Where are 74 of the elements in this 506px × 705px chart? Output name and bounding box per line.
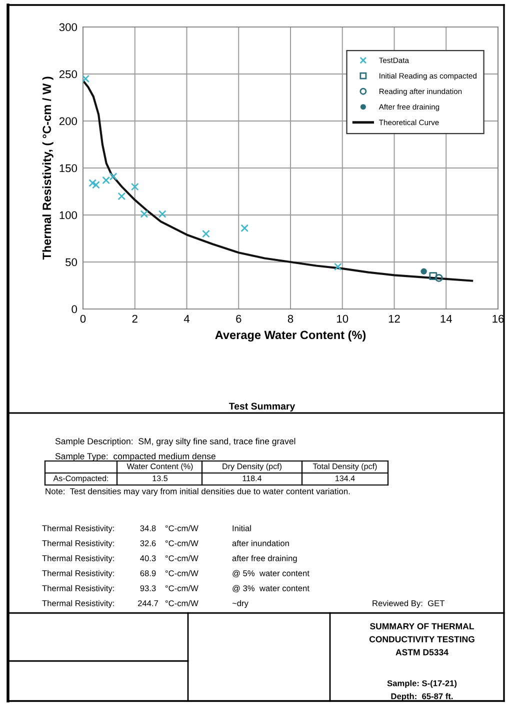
text: Thermal Resistivity: xyxy=(42,540,114,548)
x-tick-label: 10 xyxy=(337,314,348,323)
text: Thermal Resistivity: xyxy=(42,585,114,593)
text: 244.7 xyxy=(138,600,158,606)
text: 68.9 xyxy=(140,570,156,576)
text: 34.8 xyxy=(140,525,156,532)
text: Thermal Resistivity: xyxy=(42,555,114,563)
text: Sample Type: compacted medium dense xyxy=(55,452,216,462)
line-series xyxy=(83,80,474,282)
x-tick-label: 6 xyxy=(236,314,242,323)
text: °C-cm/W xyxy=(165,570,198,576)
text: Initial xyxy=(232,525,251,532)
y-tick-label: 50 xyxy=(66,258,78,266)
point xyxy=(102,176,110,184)
point xyxy=(158,210,166,218)
x-tick-label: 8 xyxy=(288,314,294,323)
y-axis-title: Thermal Resistivity, ( °C-cm / W ) xyxy=(42,76,54,260)
text: ASTM D5334 xyxy=(396,649,448,656)
text: Dry Density (pcf) xyxy=(222,463,282,471)
text: ~dry xyxy=(232,600,248,608)
y-tick-label: 200 xyxy=(59,117,78,126)
text: 40.3 xyxy=(140,555,156,562)
text: Test Summary xyxy=(228,402,296,412)
text: SUMMARY OF THERMAL xyxy=(370,623,474,630)
text: CONDUCTIVITY TESTING xyxy=(369,636,474,642)
point xyxy=(140,210,148,218)
point xyxy=(334,262,342,271)
x-tick-label: 12 xyxy=(388,314,400,323)
text: Reviewed By: GET xyxy=(372,600,445,608)
point xyxy=(118,192,126,200)
x-tick-label: 4 xyxy=(184,314,190,323)
text: Total Density (pcf) xyxy=(312,463,377,471)
text: °C-cm/W xyxy=(165,525,198,532)
text: °C-cm/W xyxy=(165,540,198,546)
text: °C-cm/W xyxy=(165,600,198,606)
text: Sample Description: SM, gray silty fine sand, trace fine gravel xyxy=(55,438,296,446)
point xyxy=(109,172,118,180)
text: As-Compacted: xyxy=(53,475,108,483)
text: 93.3 xyxy=(140,585,156,592)
text: @ 5% water content xyxy=(232,570,310,578)
text: °C-cm/W xyxy=(165,555,198,562)
y-tick-label: 250 xyxy=(59,70,78,78)
point xyxy=(240,224,249,232)
text: 134.4 xyxy=(336,475,355,482)
text: Sample: S-(17-21) xyxy=(387,680,457,688)
point xyxy=(429,272,438,280)
y-tick-label: 0 xyxy=(72,305,78,314)
x-tick-label: 0 xyxy=(80,314,86,323)
text: Thermal Resistivity: xyxy=(42,570,114,578)
text: after inundation xyxy=(232,540,289,546)
x-axis-title: Average Water Content (%) xyxy=(215,330,366,342)
x-tick-label: 14 xyxy=(440,314,452,323)
text: @ 3% water content xyxy=(232,585,310,592)
point xyxy=(420,268,427,274)
point xyxy=(130,182,139,191)
text: Water Content (%) xyxy=(126,463,193,471)
text: Thermal Resistivity: xyxy=(42,600,114,608)
text: Thermal Resistivity: xyxy=(42,525,114,533)
point xyxy=(434,274,443,282)
y-tick-label: 300 xyxy=(59,23,78,32)
text: Depth: 65-87 ft. xyxy=(391,693,453,701)
point xyxy=(88,179,97,187)
point xyxy=(83,74,90,83)
y-tick-label: 150 xyxy=(60,164,78,172)
text: 118.4 xyxy=(242,475,262,482)
y-tick-label: 100 xyxy=(60,211,78,220)
text: °C-cm/W xyxy=(165,585,198,592)
text: 13.5 xyxy=(152,475,168,482)
text: after free draining xyxy=(232,555,297,563)
point xyxy=(202,230,210,238)
point xyxy=(92,180,100,189)
text: Note: Test densities may vary from initial densities due to water content variation. xyxy=(46,488,350,496)
text: 32.6 xyxy=(140,540,156,546)
x-tick-label: 2 xyxy=(132,314,138,323)
